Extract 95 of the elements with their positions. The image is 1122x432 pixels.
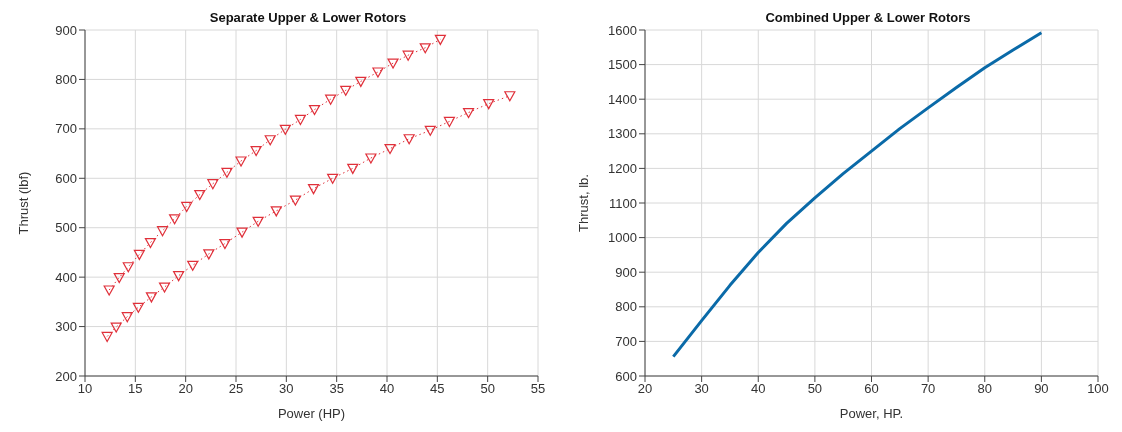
point — [340, 85, 352, 96]
y-tick-label: 1500 — [608, 57, 637, 73]
x-tick-label: 50 — [807, 381, 823, 397]
point — [168, 214, 181, 225]
x-tick-label: 40 — [751, 381, 766, 397]
point — [250, 146, 262, 157]
y-tick-label: 800 — [55, 72, 77, 88]
x-tick-label: 100 — [1087, 381, 1109, 397]
y-tick-label: 400 — [55, 269, 77, 285]
y-tick-label: 1300 — [608, 126, 637, 142]
y-tick-label: 1200 — [608, 161, 637, 177]
point — [419, 43, 431, 54]
x-tick-label: 70 — [920, 381, 936, 397]
point — [132, 302, 144, 313]
point — [110, 322, 122, 333]
y-tick-label: 500 — [55, 220, 77, 236]
point — [279, 124, 291, 135]
x-tick-label: 15 — [128, 381, 143, 397]
point — [156, 226, 169, 237]
point — [181, 201, 193, 213]
point — [158, 282, 171, 293]
point — [187, 260, 199, 271]
point — [347, 163, 359, 174]
y-axis-title: Thrust, lb. — [575, 174, 591, 232]
point — [443, 116, 456, 128]
y-tick-label: 700 — [55, 121, 77, 137]
point — [145, 292, 158, 303]
y-tick-label: 800 — [615, 299, 637, 315]
point — [424, 125, 436, 136]
chart-title: Combined Upper & Lower Rotors — [764, 10, 972, 25]
point — [387, 58, 399, 69]
x-tick-label: 10 — [77, 381, 93, 397]
y-tick-label: 1100 — [609, 195, 637, 211]
y-tick-label: 1000 — [608, 230, 637, 246]
y-tick-label: 1400 — [608, 91, 637, 107]
point — [207, 179, 219, 190]
point — [101, 331, 113, 343]
point — [221, 167, 233, 178]
chart-title: Separate Upper & Lower Rotors — [208, 10, 408, 25]
point — [462, 107, 475, 119]
point — [307, 184, 320, 195]
point — [372, 67, 384, 78]
point — [327, 173, 339, 184]
point — [308, 104, 321, 116]
point — [113, 273, 125, 284]
point — [294, 114, 307, 126]
point — [483, 99, 495, 110]
y-tick-label: 900 — [55, 22, 77, 38]
x-tick-label: 80 — [977, 381, 992, 397]
point — [325, 94, 337, 105]
x-tick-label: 30 — [694, 381, 709, 397]
x-tick-label: 20 — [637, 381, 653, 397]
point — [133, 249, 145, 261]
y-tick-label: 1600 — [608, 22, 637, 38]
point — [219, 238, 231, 250]
y-tick-label: 900 — [615, 264, 637, 280]
point — [194, 190, 206, 201]
point — [144, 237, 157, 249]
x-tick-label: 60 — [864, 381, 879, 397]
point — [252, 216, 264, 227]
line-series — [671, 31, 1043, 359]
point — [235, 156, 247, 167]
x-tick-label: 50 — [480, 381, 495, 397]
y-tick-label: 600 — [55, 170, 77, 186]
point — [264, 135, 276, 146]
point — [289, 195, 301, 206]
y-tick-label: 700 — [615, 334, 637, 350]
point — [203, 249, 215, 260]
point — [402, 50, 414, 61]
x-tick-label: 55 — [530, 381, 546, 397]
point — [504, 91, 516, 102]
x-axis-title: Power, HP. — [839, 406, 904, 421]
point — [434, 34, 446, 45]
point — [236, 227, 248, 238]
y-tick-label: 300 — [55, 319, 77, 335]
y-tick-label: 600 — [615, 368, 637, 384]
point — [122, 262, 134, 273]
point — [270, 206, 282, 217]
point — [173, 271, 185, 282]
point — [365, 153, 377, 164]
x-tick-label: 30 — [279, 381, 294, 397]
x-tick-label: 45 — [430, 381, 445, 397]
point — [403, 134, 415, 145]
x-tick-label: 20 — [178, 381, 193, 397]
y-tick-label: 200 — [55, 368, 77, 384]
x-tick-label: 35 — [329, 381, 344, 397]
point — [355, 76, 367, 88]
x-tick-label: 25 — [228, 381, 244, 397]
x-axis-title: Power (HP) — [277, 406, 346, 421]
point — [384, 144, 396, 155]
x-tick-label: 40 — [379, 381, 395, 397]
point — [103, 285, 115, 296]
point — [121, 312, 133, 323]
x-tick-label: 90 — [1034, 381, 1049, 397]
y-axis-title: Thrust (lbf) — [15, 171, 31, 235]
